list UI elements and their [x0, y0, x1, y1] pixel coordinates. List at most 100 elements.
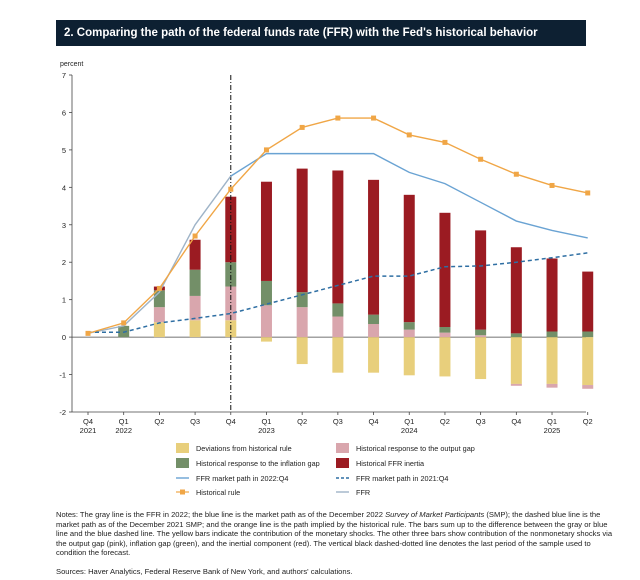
x-tick-label: Q2	[297, 417, 307, 426]
bar-output-gap	[296, 307, 308, 338]
x-tick-year-label: 2023	[258, 426, 275, 435]
bar-output-gap	[225, 286, 237, 321]
legend-swatch-inflation-gap	[176, 458, 189, 468]
rule-point	[549, 182, 555, 188]
bar-inflation-gap	[439, 327, 451, 333]
rule-point	[121, 320, 127, 326]
bar-inflation-gap	[475, 329, 487, 336]
bar-deviation	[368, 337, 380, 373]
bar-output-gap	[260, 305, 272, 338]
bar-inertia	[510, 247, 522, 334]
bar-inflation-gap	[153, 290, 165, 308]
x-tick-year-label: 2025	[544, 426, 561, 435]
x-tick-label: Q2	[583, 417, 593, 426]
rule-point	[406, 132, 412, 138]
y-tick-label: 0	[62, 333, 66, 342]
legend-swatch-rule-marker	[180, 489, 185, 495]
legend-swatch-inertia	[336, 458, 349, 468]
legend-label: FFR market path in 2021:Q4	[356, 474, 448, 483]
legend-label: Historical response to the inflation gap	[196, 459, 320, 468]
bar-deviation	[153, 322, 165, 338]
bar-inflation-gap	[296, 292, 308, 308]
bar-deviation	[546, 337, 558, 384]
bar-inertia	[475, 230, 487, 330]
bar-deviation	[403, 337, 415, 376]
legend-label: Deviations from historical rule	[196, 444, 292, 453]
y-tick-label: -2	[59, 408, 66, 417]
bar-output-gap	[403, 329, 415, 338]
y-tick-label: 1	[62, 296, 66, 305]
series-dec22-line	[230, 152, 588, 239]
bar-inertia	[260, 181, 272, 281]
x-tick-year-label: 2024	[401, 426, 418, 435]
bar-output-gap	[510, 383, 522, 386]
x-tick-label: Q2	[440, 417, 450, 426]
y-tick-label: -1	[59, 371, 66, 380]
bar-output-gap	[439, 332, 451, 338]
rule-point	[263, 147, 269, 153]
x-tick-label: Q4	[226, 417, 236, 426]
rule-point	[442, 139, 448, 145]
bar-inflation-gap	[403, 322, 415, 330]
rule-point	[371, 115, 377, 121]
bar-output-gap	[582, 385, 594, 389]
x-tick-label: Q1	[261, 417, 271, 426]
y-tick-label: 2	[62, 258, 66, 267]
rule-point	[478, 156, 484, 162]
bar-deviation	[510, 337, 522, 384]
y-tick-label: 6	[62, 108, 66, 117]
bar-inflation-gap	[582, 331, 594, 338]
bar-deviation	[189, 320, 201, 338]
bar-inflation-gap	[510, 333, 522, 338]
rule-point	[299, 124, 305, 130]
notes-italic-survey: Survey of Market Participants	[385, 510, 485, 519]
bar-inflation-gap	[260, 280, 272, 306]
x-tick-label: Q4	[511, 417, 521, 426]
rule-point	[228, 186, 234, 192]
y-tick-label: 7	[62, 71, 66, 80]
series-dec21-line	[88, 252, 588, 333]
bar-inertia	[546, 258, 558, 332]
x-tick-label: Q3	[476, 417, 486, 426]
x-tick-label: Q4	[83, 417, 93, 426]
bar-inertia	[403, 194, 415, 323]
bar-output-gap	[546, 383, 558, 388]
bar-inertia	[368, 179, 380, 315]
bar-inertia	[582, 271, 594, 332]
legend-label: FFR	[356, 488, 370, 497]
rule-point	[585, 190, 591, 196]
bar-output-gap	[153, 307, 165, 323]
legend-label: FFR market path in 2022:Q4	[196, 474, 288, 483]
x-tick-label: Q2	[154, 417, 164, 426]
bar-output-gap	[368, 324, 380, 338]
rule-point	[156, 285, 162, 291]
y-tick-label: 3	[62, 221, 66, 230]
bar-deviation	[332, 337, 344, 373]
x-tick-label: Q3	[190, 417, 200, 426]
bar-inflation-gap	[368, 314, 380, 325]
rule-point	[192, 233, 198, 239]
y-tick-label: 5	[62, 146, 66, 155]
legend-label: Historical response to the output gap	[356, 444, 475, 453]
bar-inflation-gap	[332, 303, 344, 317]
rule-point	[335, 115, 341, 121]
bar-deviation	[260, 337, 272, 342]
bar-inflation-gap	[225, 262, 237, 287]
bar-inertia	[296, 168, 308, 293]
x-tick-label: Q3	[333, 417, 343, 426]
notes-text-part1: Notes: The gray line is the FFR in 2022;…	[56, 510, 386, 519]
rule-point	[85, 330, 91, 336]
x-tick-label: Q1	[547, 417, 557, 426]
x-tick-label: Q1	[119, 417, 129, 426]
bar-output-gap	[189, 295, 201, 321]
bar-output-gap	[475, 335, 487, 338]
y-tick-label: 4	[62, 183, 66, 192]
notes-text-part2: (SMP); the dashed blue line is the marke…	[56, 510, 613, 558]
bar-deviation	[439, 337, 451, 377]
bar-output-gap	[332, 316, 344, 338]
bar-deviation	[582, 337, 594, 386]
x-tick-year-label: 2021	[80, 426, 97, 435]
x-tick-year-label: 2022	[115, 426, 132, 435]
legend-swatch-deviation	[176, 443, 189, 453]
